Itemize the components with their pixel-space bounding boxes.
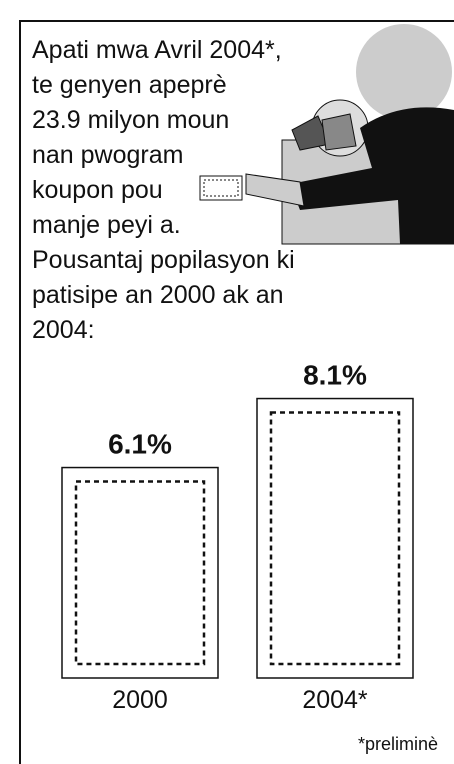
value-label: 8.1%: [303, 360, 367, 391]
bar: [62, 468, 218, 678]
intro-line: patisipe an 2000 ak an: [32, 281, 284, 309]
intro-line: Apati mwa Avril 2004*,: [32, 36, 282, 64]
intro-line: te genyen apeprè: [32, 71, 227, 99]
footnote: *preliminè: [358, 734, 438, 754]
intro-line: koupon pou: [32, 176, 163, 204]
item: [322, 114, 356, 150]
infographic: Apati mwa Avril 2004*, te genyen apeprè 23…: [0, 0, 454, 764]
head: [356, 24, 452, 120]
page: {"chart_data": {"type": "bar", "intro_li…: [0, 0, 454, 764]
x-tick-label: 2004*: [302, 686, 368, 714]
intro-line: Pousantaj popilasyon ki: [32, 246, 295, 274]
intro-line: 23.9 milyon moun: [32, 106, 229, 134]
intro-line: manje peyi a.: [32, 211, 181, 239]
x-tick-label: 2000: [112, 686, 168, 714]
intro-line: nan pwogram: [32, 141, 183, 169]
value-label: 6.1%: [108, 429, 172, 460]
bar: [257, 399, 413, 678]
intro-line: 2004:: [32, 316, 95, 344]
